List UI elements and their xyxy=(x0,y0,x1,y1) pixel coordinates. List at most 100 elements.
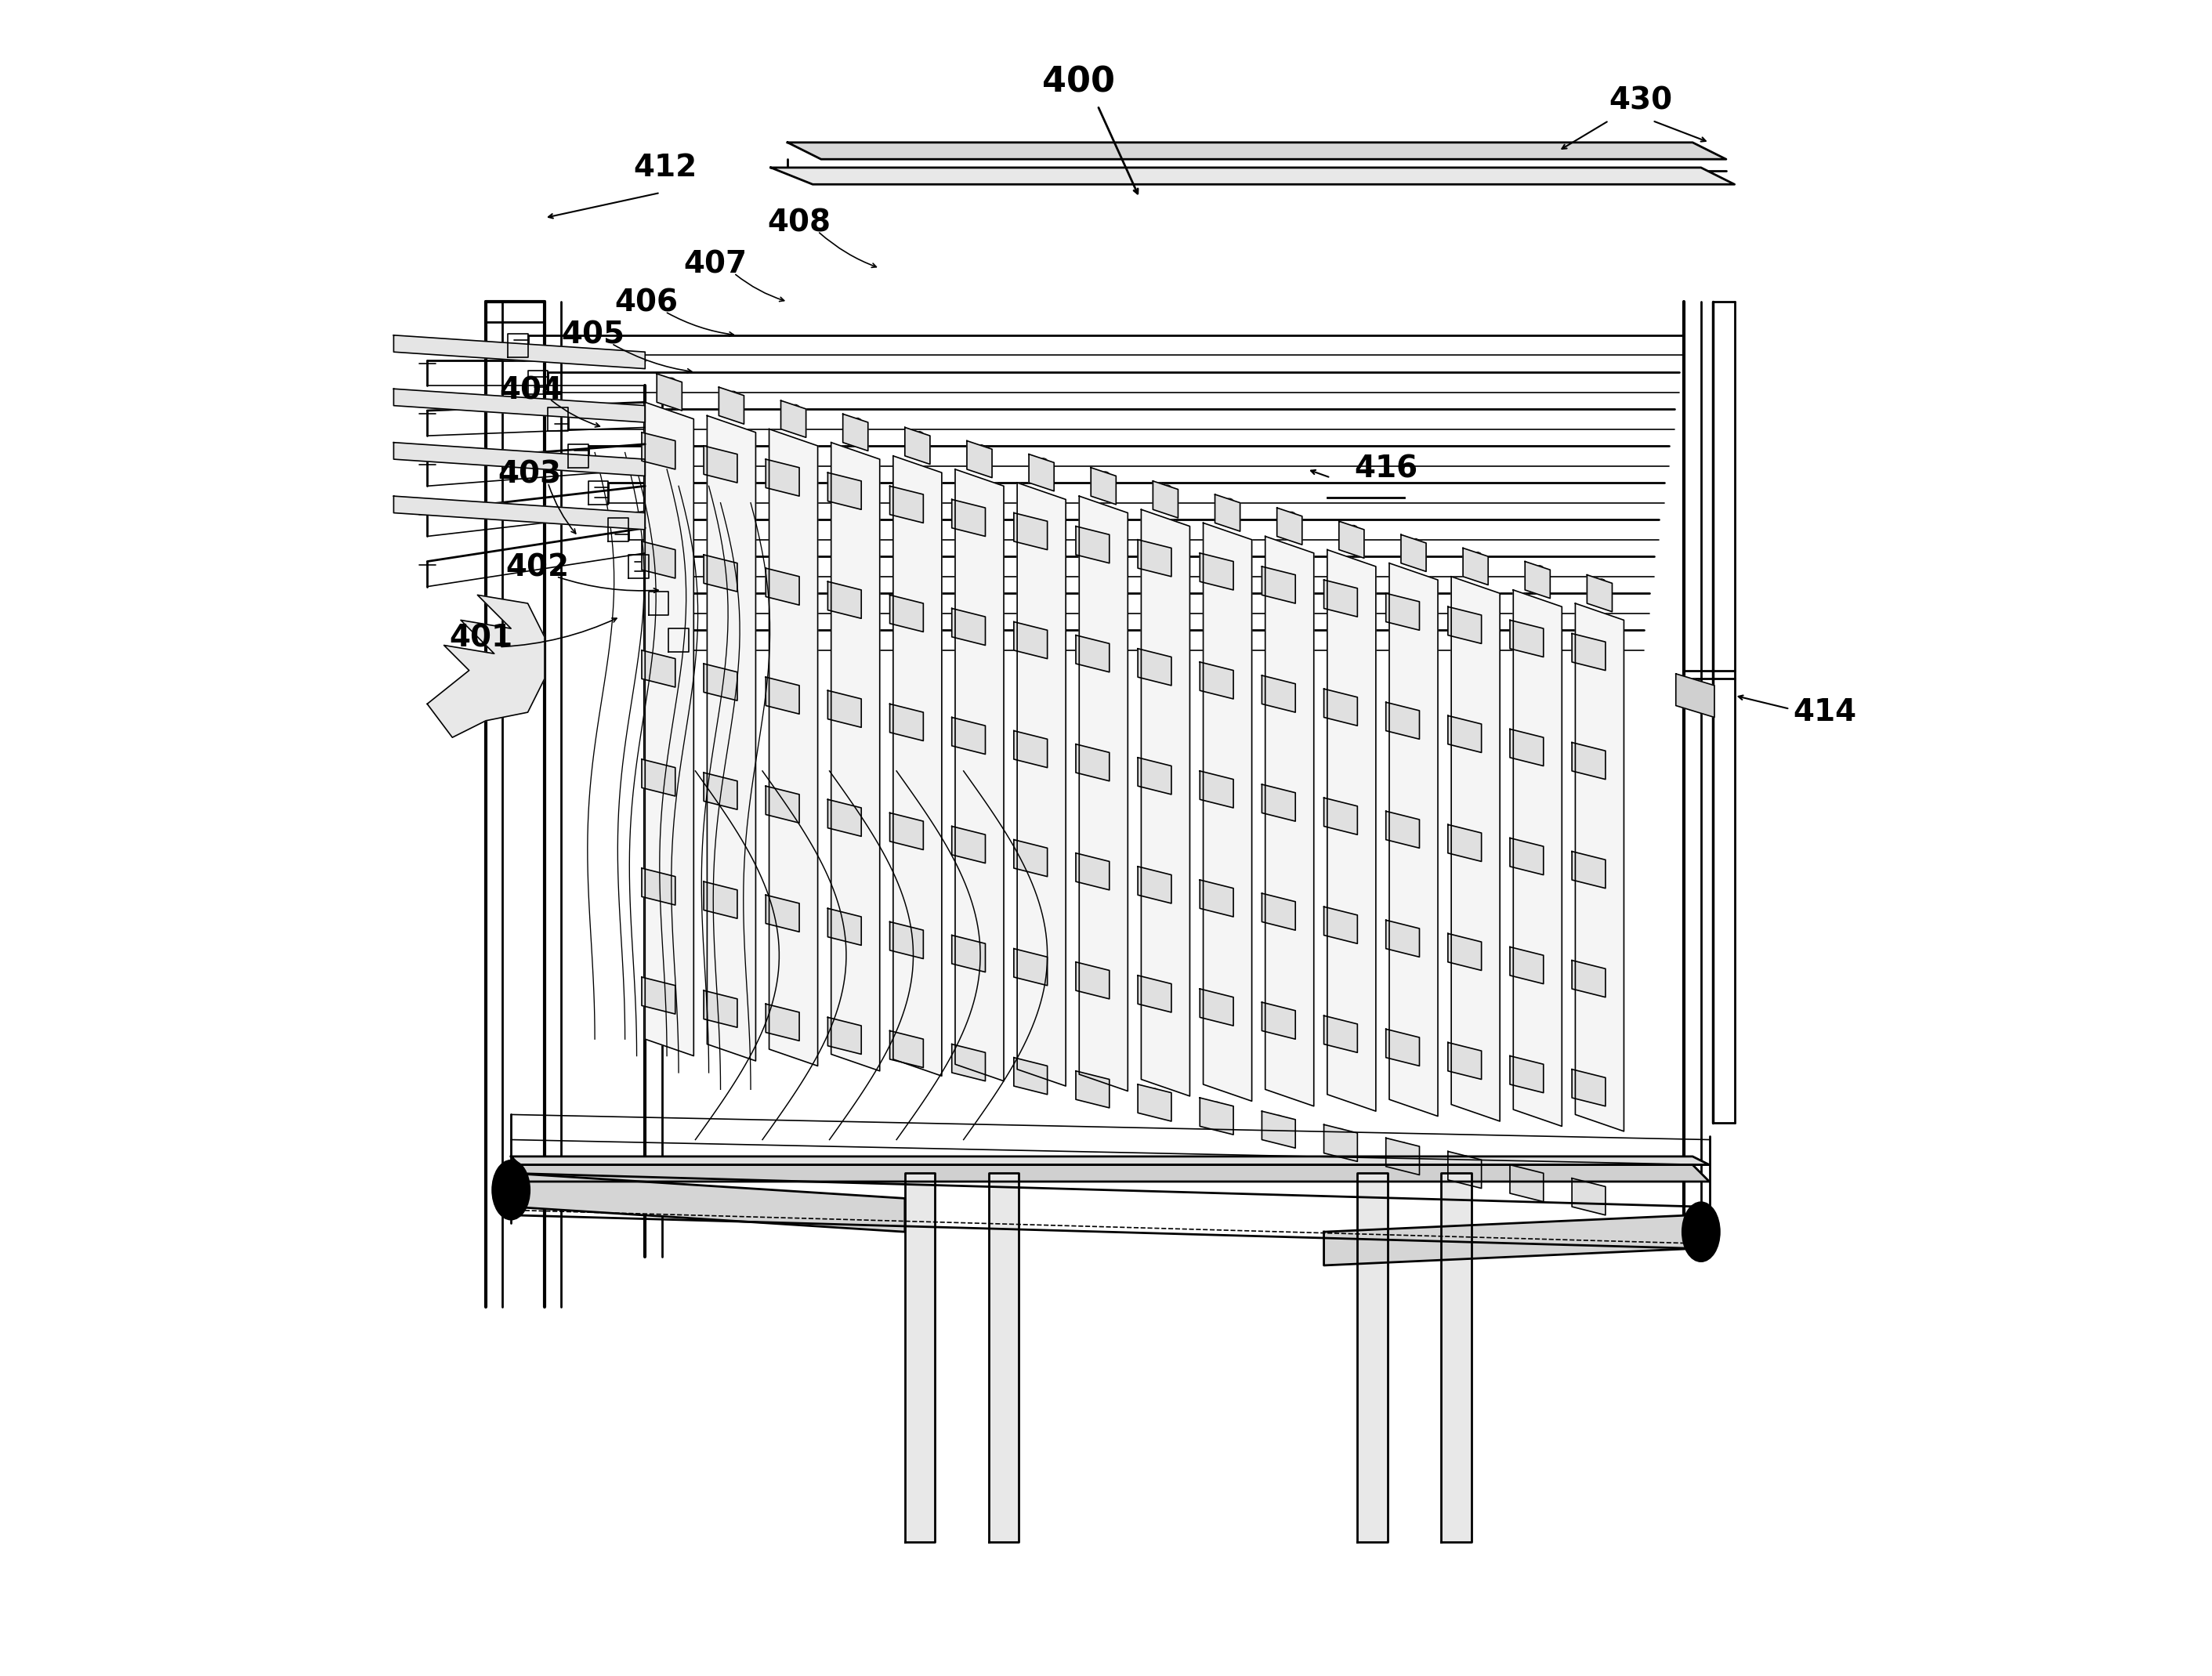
Polygon shape xyxy=(1199,989,1234,1026)
Polygon shape xyxy=(827,799,860,836)
Polygon shape xyxy=(827,1017,860,1054)
Polygon shape xyxy=(1137,758,1172,794)
Polygon shape xyxy=(641,541,675,578)
Polygon shape xyxy=(1325,907,1358,944)
Polygon shape xyxy=(770,168,1734,184)
Polygon shape xyxy=(394,496,646,530)
Text: 416: 416 xyxy=(1354,454,1418,484)
Polygon shape xyxy=(703,446,737,483)
Polygon shape xyxy=(967,441,991,478)
Polygon shape xyxy=(1511,838,1544,875)
Polygon shape xyxy=(1358,1173,1387,1542)
Text: 412: 412 xyxy=(633,153,697,183)
Polygon shape xyxy=(951,608,984,645)
Polygon shape xyxy=(1511,1165,1544,1202)
Polygon shape xyxy=(1199,1098,1234,1135)
Polygon shape xyxy=(765,786,799,823)
Polygon shape xyxy=(951,826,984,863)
Text: 408: 408 xyxy=(768,208,832,238)
Polygon shape xyxy=(765,677,799,714)
Polygon shape xyxy=(827,473,860,510)
Polygon shape xyxy=(765,459,799,496)
Polygon shape xyxy=(1276,508,1303,545)
Polygon shape xyxy=(1511,620,1544,657)
Polygon shape xyxy=(1261,893,1296,930)
Polygon shape xyxy=(511,1173,905,1232)
Polygon shape xyxy=(1013,949,1046,985)
Polygon shape xyxy=(787,142,1725,159)
Polygon shape xyxy=(1261,675,1296,712)
Polygon shape xyxy=(1387,702,1420,739)
Polygon shape xyxy=(1449,1042,1482,1079)
Polygon shape xyxy=(843,414,867,451)
Ellipse shape xyxy=(1683,1203,1719,1260)
Polygon shape xyxy=(1018,483,1066,1086)
Polygon shape xyxy=(1325,1016,1358,1053)
Polygon shape xyxy=(394,389,646,422)
Polygon shape xyxy=(1449,716,1482,753)
Ellipse shape xyxy=(493,1160,529,1220)
Polygon shape xyxy=(641,868,675,905)
Polygon shape xyxy=(905,427,929,464)
Polygon shape xyxy=(1137,975,1172,1012)
Polygon shape xyxy=(657,374,681,411)
Polygon shape xyxy=(1137,540,1172,577)
Polygon shape xyxy=(1203,523,1252,1101)
Polygon shape xyxy=(1400,535,1427,572)
Polygon shape xyxy=(1075,1071,1110,1108)
Polygon shape xyxy=(703,882,737,918)
Polygon shape xyxy=(511,1165,1710,1182)
Polygon shape xyxy=(1137,866,1172,903)
Polygon shape xyxy=(1261,1002,1296,1039)
Polygon shape xyxy=(1325,1125,1358,1161)
Polygon shape xyxy=(1075,962,1110,999)
Polygon shape xyxy=(1462,548,1489,585)
Polygon shape xyxy=(1261,566,1296,603)
Polygon shape xyxy=(1013,731,1046,768)
Polygon shape xyxy=(951,1044,984,1081)
Text: 403: 403 xyxy=(498,459,562,489)
Polygon shape xyxy=(905,1173,936,1542)
Polygon shape xyxy=(641,977,675,1014)
Polygon shape xyxy=(1075,853,1110,890)
Text: 404: 404 xyxy=(500,375,562,406)
Polygon shape xyxy=(1387,811,1420,848)
Polygon shape xyxy=(989,1173,1020,1542)
Polygon shape xyxy=(1524,561,1551,598)
Polygon shape xyxy=(1325,689,1358,726)
Polygon shape xyxy=(1137,1084,1172,1121)
Text: 400: 400 xyxy=(1042,65,1115,99)
Polygon shape xyxy=(1573,742,1606,779)
Polygon shape xyxy=(1325,580,1358,617)
Polygon shape xyxy=(1511,1056,1544,1093)
Polygon shape xyxy=(641,432,675,469)
Polygon shape xyxy=(1387,593,1420,630)
Polygon shape xyxy=(1513,590,1562,1126)
Polygon shape xyxy=(1449,607,1482,644)
Polygon shape xyxy=(1327,550,1376,1111)
Polygon shape xyxy=(889,813,922,850)
Polygon shape xyxy=(394,442,646,476)
Polygon shape xyxy=(1091,468,1117,504)
Text: 402: 402 xyxy=(507,553,568,583)
Polygon shape xyxy=(703,555,737,592)
Polygon shape xyxy=(641,759,675,796)
Polygon shape xyxy=(1325,798,1358,835)
Polygon shape xyxy=(1079,496,1128,1091)
Polygon shape xyxy=(1261,1111,1296,1148)
Polygon shape xyxy=(1449,825,1482,861)
Polygon shape xyxy=(1449,934,1482,970)
Polygon shape xyxy=(1261,784,1296,821)
Polygon shape xyxy=(1511,729,1544,766)
Polygon shape xyxy=(1677,674,1714,717)
Polygon shape xyxy=(1449,1151,1482,1188)
Polygon shape xyxy=(1265,536,1314,1106)
Polygon shape xyxy=(951,499,984,536)
Polygon shape xyxy=(956,469,1004,1081)
Polygon shape xyxy=(1573,1178,1606,1215)
Polygon shape xyxy=(951,935,984,972)
Text: 405: 405 xyxy=(562,320,624,350)
Polygon shape xyxy=(889,922,922,959)
Polygon shape xyxy=(894,456,942,1076)
Polygon shape xyxy=(1325,1215,1692,1265)
